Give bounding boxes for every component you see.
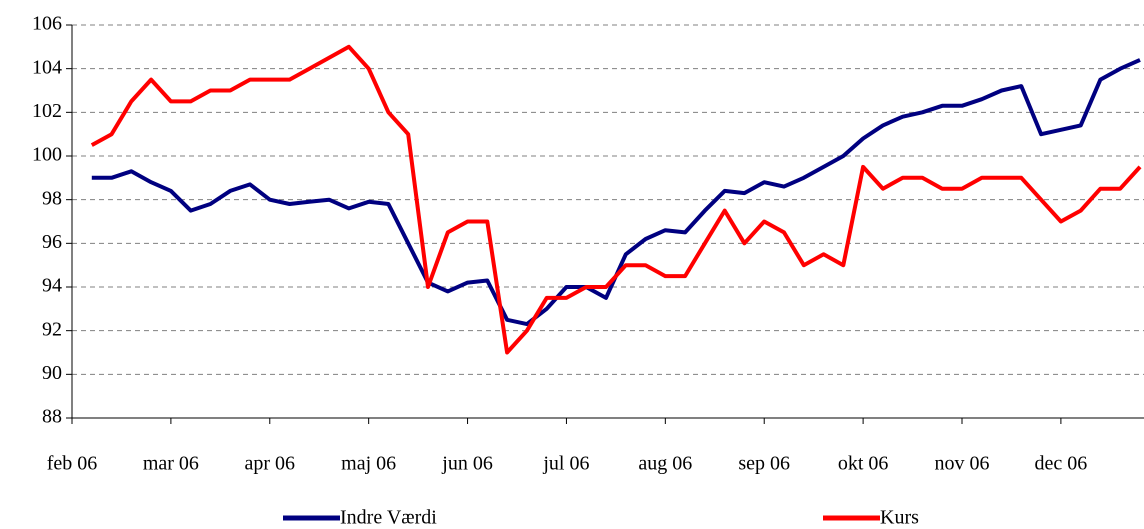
line-series: [91, 58, 1141, 327]
legend-label: Kurs: [880, 507, 919, 529]
x-tick-label: dec 06: [1035, 453, 1088, 475]
x-tick-label: feb 06: [47, 453, 98, 475]
legend-label: Indre Værdi: [340, 507, 437, 529]
line-series: [90, 44, 1142, 355]
x-tick-label: jun 06: [441, 453, 493, 475]
y-tick-label: 96: [42, 231, 62, 253]
x-tick-label: maj 06: [341, 453, 396, 475]
y-tick-label: 94: [42, 275, 62, 297]
y-tick-label: 104: [32, 56, 62, 78]
x-tick-label: nov 06: [935, 453, 990, 475]
x-tick-label: sep 06: [738, 453, 790, 475]
y-tick-label: 88: [42, 406, 62, 428]
x-tick-label: aug 06: [638, 453, 692, 475]
y-tick-label: 100: [32, 144, 62, 166]
y-tick-label: 102: [32, 100, 62, 122]
x-tick-label: okt 06: [838, 453, 889, 475]
x-tick-label: apr 06: [245, 453, 296, 475]
x-tick-label: mar 06: [143, 453, 199, 475]
y-tick-label: 106: [32, 13, 62, 35]
y-tick-label: 90: [42, 362, 62, 384]
y-tick-label: 92: [42, 318, 62, 340]
y-tick-label: 98: [42, 187, 62, 209]
x-tick-label: jul 06: [542, 453, 589, 475]
